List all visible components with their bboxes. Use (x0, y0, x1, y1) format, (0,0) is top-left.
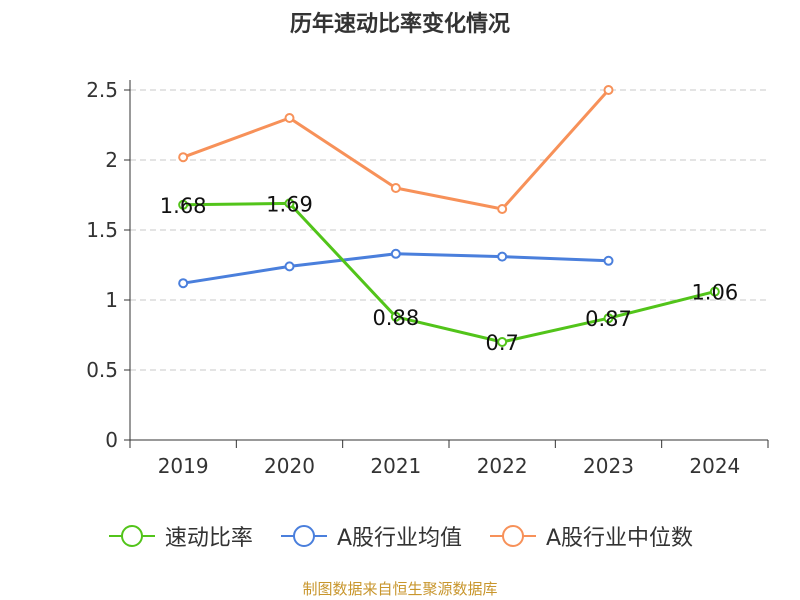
data-point (178, 199, 189, 210)
data-labels: 1.68 1.69 0.88 0.7 0.87 1.06 (160, 192, 738, 355)
x-tick-label: 2022 (477, 454, 528, 478)
series-line (183, 201, 716, 344)
y-tick-label: 2 (105, 148, 118, 172)
data-point (284, 113, 295, 123)
data-point (390, 248, 401, 259)
x-tick-label: 2023 (583, 454, 634, 478)
legend-swatch-green-icon (108, 525, 155, 547)
data-point (603, 313, 614, 324)
data-point (603, 85, 614, 95)
y-tick-label: 0.5 (86, 358, 118, 382)
data-label: 1.68 (160, 194, 207, 218)
legend-item-industry-median[interactable]: A股行业中位数 (488, 520, 693, 552)
data-point (284, 261, 295, 272)
data-label: 1.69 (266, 192, 313, 216)
data-label: 0.87 (585, 307, 632, 331)
x-tick-label: 2020 (264, 454, 315, 478)
x-tick-label: 2021 (370, 454, 421, 478)
data-point (284, 198, 295, 209)
series-lines (178, 85, 720, 347)
y-tick-label: 2.5 (86, 78, 118, 102)
legend-item-quick-ratio[interactable]: 速动比率 (107, 520, 253, 552)
data-label: 0.7 (485, 331, 518, 355)
data-point (603, 255, 614, 266)
y-tick-label: 0 (105, 428, 118, 452)
y-tick-label: 1.5 (86, 218, 118, 242)
legend-swatch-blue-icon (280, 525, 327, 547)
data-point (178, 152, 189, 163)
y-tick-label: 1 (105, 288, 118, 312)
data-label: 0.88 (372, 306, 419, 330)
legend-item-industry-mean[interactable]: A股行业均值 (279, 520, 462, 552)
axes: 0 0.5 1 1.5 2 2.5 2019 2020 2021 2022 2023 2024 (86, 78, 769, 478)
legend-label-quick-ratio: 速动比率 (164, 526, 253, 551)
data-point (390, 183, 401, 193)
chart-title: 历年速动比率变化情况 (289, 12, 510, 37)
grid-lines (130, 89, 768, 371)
source-note: 制图数据来自恒生聚源数据库 (302, 580, 498, 598)
data-point (709, 286, 720, 297)
data-point (497, 204, 508, 214)
legend-swatch-orange-icon (490, 525, 536, 547)
data-point (178, 278, 189, 289)
legend: 速动比率 A股行业均值 A股行业中位数 (0, 520, 800, 552)
data-point (497, 337, 508, 347)
legend-label-industry-median: A股行业中位数 (546, 526, 694, 551)
data-label: 1.06 (691, 281, 738, 305)
data-point (497, 251, 508, 262)
data-point (390, 311, 401, 322)
legend-label-industry-mean: A股行业均值 (336, 526, 462, 551)
x-tick-label: 2024 (689, 454, 740, 478)
x-tick-label: 2019 (158, 454, 209, 478)
